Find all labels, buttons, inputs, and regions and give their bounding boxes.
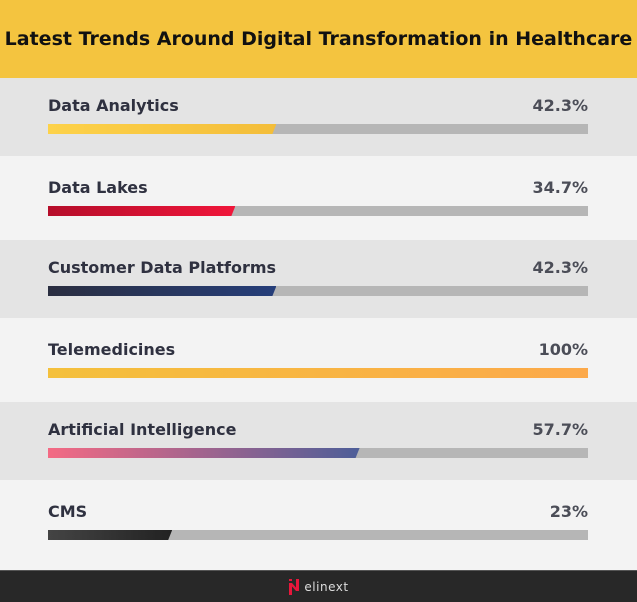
bar-row: Data Analytics 42.3% (0, 78, 637, 156)
bar-row: Customer Data Platforms 42.3% (0, 240, 637, 318)
elinext-logo-icon (289, 578, 300, 595)
category-label: Data Analytics (48, 96, 179, 115)
bar-fill (48, 448, 360, 458)
category-label: CMS (48, 502, 88, 521)
value-label: 57.7% (532, 420, 588, 439)
bar-fill (48, 206, 235, 216)
category-label: Telemedicines (48, 340, 176, 359)
footer: elinext (0, 570, 637, 602)
bar-track (48, 124, 588, 134)
category-label: Data Lakes (48, 178, 148, 197)
footer-brand: elinext (304, 579, 349, 594)
bar-track (48, 286, 588, 296)
value-label: 23% (549, 502, 588, 521)
value-label: 100% (538, 340, 588, 359)
bar-fill (48, 124, 276, 134)
category-label: Artificial Intelligence (48, 420, 237, 439)
bar-fill (48, 530, 172, 540)
category-label: Customer Data Platforms (48, 258, 277, 277)
value-label: 34.7% (532, 178, 588, 197)
bar-track (48, 448, 588, 458)
chart-header: Latest Trends Around Digital Transformat… (0, 0, 637, 78)
chart-title: Latest Trends Around Digital Transformat… (4, 28, 633, 50)
bar-list: Data Analytics 42.3% Data Lakes 34.7% Cu… (0, 78, 637, 570)
bar-fill (48, 286, 276, 296)
bar-fill (48, 368, 588, 378)
bar-track (48, 368, 588, 378)
bar-row: Artificial Intelligence 57.7% (0, 402, 637, 480)
value-label: 42.3% (532, 258, 588, 277)
bar-track (48, 530, 588, 540)
bar-track (48, 206, 588, 216)
bar-row: CMS 23% (0, 480, 637, 570)
bar-row: Telemedicines 100% (0, 318, 637, 402)
value-label: 42.3% (532, 96, 588, 115)
bar-row: Data Lakes 34.7% (0, 156, 637, 240)
